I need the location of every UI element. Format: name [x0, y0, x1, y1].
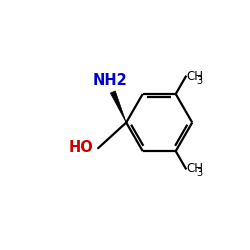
Text: HO: HO: [69, 140, 94, 155]
Polygon shape: [110, 91, 126, 122]
Text: 3: 3: [196, 168, 202, 178]
Text: 3: 3: [196, 76, 202, 86]
Text: CH: CH: [187, 162, 204, 175]
Text: NH2: NH2: [92, 72, 127, 88]
Text: CH: CH: [187, 70, 204, 83]
